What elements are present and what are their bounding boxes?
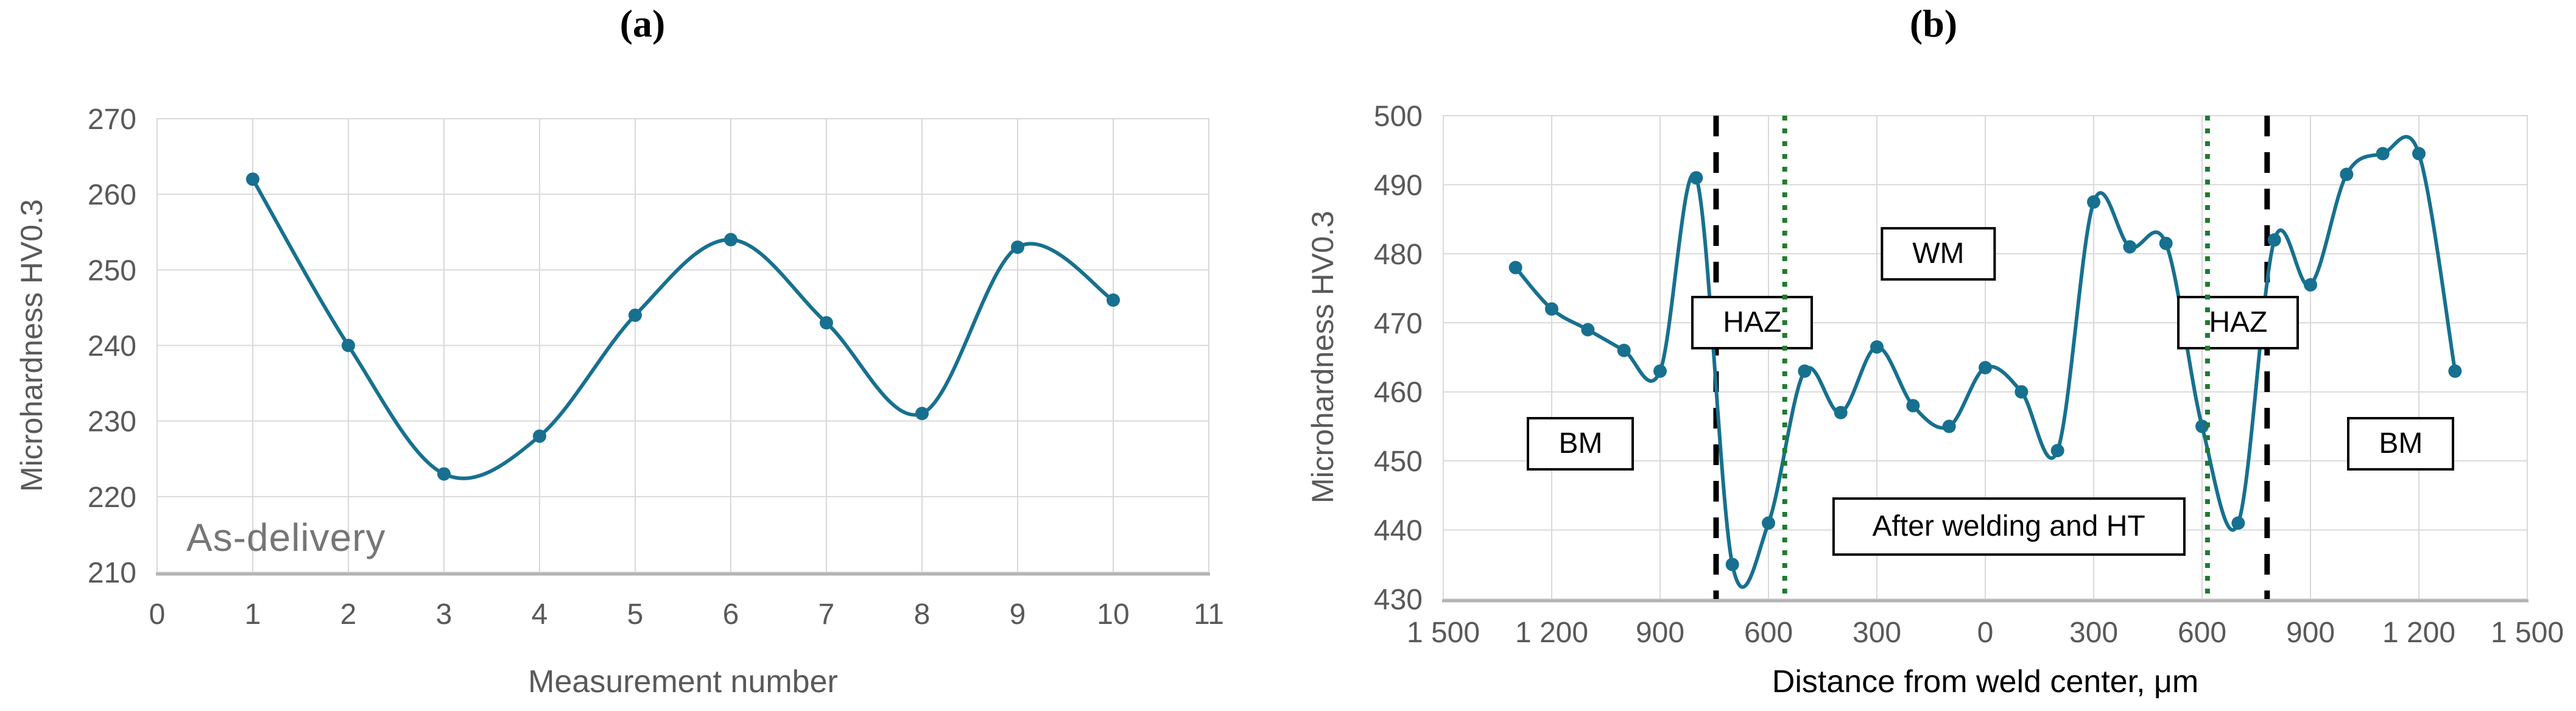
x-tick-label: 1 500 [2491, 617, 2564, 649]
panel-b-y-axis-title: Microhardness HV0.3 [1306, 211, 1340, 504]
x-tick-label: 2 [340, 598, 357, 631]
data-point-marker [1617, 343, 1631, 357]
y-tick-label: 460 [1374, 377, 1423, 409]
data-point-marker [915, 407, 929, 421]
data-point-marker [1107, 293, 1120, 307]
panel-b-x-axis-title: Distance from weld center, μm [1772, 664, 2199, 699]
y-tick-label: 240 [88, 331, 136, 363]
zone-label-wm: WM [1881, 226, 1996, 281]
data-point-marker [2123, 240, 2137, 254]
data-point-marker [2231, 516, 2245, 530]
x-tick-label: 900 [2286, 617, 2335, 649]
zone-label-haz: HAZ [2177, 296, 2300, 350]
zone-label-after-welding-and-ht: After welding and HT [1832, 497, 2186, 556]
data-point-marker [2412, 147, 2426, 161]
x-tick-label: 600 [1744, 617, 1793, 649]
data-point-marker [1942, 419, 1956, 433]
data-point-marker [724, 233, 737, 247]
data-point-marker [533, 429, 546, 443]
plot-border [157, 118, 1209, 573]
panel-b-plot-area: 430 440 450 460 470 480 490 500 1 500 1 200 900 600… [1374, 100, 2564, 649]
x-tick-label: 7 [818, 598, 835, 631]
panel-a-plot-area: 210 220 230 240 250 260 270 0 1 2 3 4 5 6 7 8 9 10 11 [88, 103, 1224, 631]
y-tick-label: 470 [1374, 307, 1423, 340]
zone-label-bm: BM [1527, 416, 1635, 471]
x-tick-label: 5 [627, 598, 644, 631]
data-point-marker [2015, 385, 2029, 399]
x-tick-label: 600 [2178, 617, 2226, 649]
data-point-marker [1870, 340, 1884, 354]
y-tick-label: 480 [1374, 239, 1423, 271]
data-point-marker [1508, 261, 1522, 275]
y-tick-label: 260 [88, 179, 136, 211]
data-point-marker [2376, 147, 2390, 161]
data-point-marker [628, 308, 642, 322]
y-tick-label: 490 [1374, 169, 1423, 201]
x-tick-label: 1 500 [1407, 617, 1480, 649]
data-point-marker [437, 467, 451, 481]
y-tick-label: 230 [88, 406, 136, 438]
panel-a-y-axis-title: Microhardness HV0.3 [15, 199, 49, 492]
data-point-marker [1762, 516, 1775, 530]
series-line [251, 177, 1115, 480]
data-point-marker [1906, 399, 1920, 413]
data-point-marker [1798, 364, 1812, 378]
y-tick-label: 430 [1374, 584, 1423, 616]
data-point-marker [2304, 278, 2317, 292]
as-delivery-label: As-delivery [186, 516, 386, 559]
x-tick-label: 0 [1977, 617, 1994, 649]
data-point-marker [1581, 323, 1595, 337]
y-tick-label: 270 [88, 103, 136, 136]
zone-label-bm: BM [2347, 416, 2455, 471]
x-tick-label: 4 [532, 598, 548, 631]
data-point-marker [246, 172, 259, 186]
plot-border [1443, 115, 2528, 600]
panel-b-title: (b) [1909, 2, 1958, 45]
x-tick-label: 11 [1194, 598, 1224, 631]
y-tick-label: 220 [88, 482, 136, 514]
panel-a-as-delivery-chart: (a) Microhardness HV0.3 210 220 230 240 250 2… [0, 0, 1285, 711]
data-point-marker [1689, 171, 1703, 185]
x-tick-label: 6 [723, 598, 739, 631]
data-point-marker [2050, 444, 2064, 458]
x-tick-label: 8 [914, 598, 931, 631]
data-point-marker [1979, 361, 1992, 375]
y-tick-label: 500 [1374, 100, 1423, 133]
data-point-marker [1653, 364, 1667, 378]
data-point-marker [2340, 167, 2354, 181]
data-point-marker [1834, 405, 1848, 419]
data-point-marker [2159, 236, 2173, 250]
x-tick-label: 3 [436, 598, 452, 631]
data-point-marker [2195, 419, 2209, 433]
data-point-marker [2087, 195, 2100, 209]
panel-a-x-axis-title: Measurement number [528, 664, 838, 699]
y-tick-label: 450 [1374, 446, 1423, 478]
data-point-marker [820, 316, 833, 330]
data-point-marker [342, 338, 355, 352]
panel-b-after-welding-chart: (b) Microhardness HV0.3 430 440 450 460 470 4… [1291, 0, 2576, 711]
y-tick-label: 210 [88, 557, 136, 589]
x-tick-label: 900 [1636, 617, 1684, 649]
data-point-marker [1725, 558, 1739, 572]
y-tick-label: 250 [88, 254, 136, 287]
x-tick-label: 1 200 [2382, 617, 2455, 649]
data-point-marker [1545, 302, 1558, 316]
zone-label-haz: HAZ [1691, 296, 1814, 350]
x-tick-label: 10 [1097, 598, 1129, 631]
x-tick-label: 300 [2069, 617, 2118, 649]
x-tick-label: 9 [1010, 598, 1026, 631]
y-tick-label: 440 [1374, 515, 1423, 547]
x-tick-label: 1 200 [1515, 617, 1588, 649]
data-point-marker [1011, 240, 1024, 254]
data-point-marker [2267, 233, 2281, 247]
x-tick-label: 1 [245, 598, 261, 631]
panel-a-title: (a) [619, 2, 666, 45]
data-point-marker [2448, 364, 2462, 378]
x-tick-label: 300 [1853, 617, 1901, 649]
x-tick-label: 0 [149, 598, 166, 631]
